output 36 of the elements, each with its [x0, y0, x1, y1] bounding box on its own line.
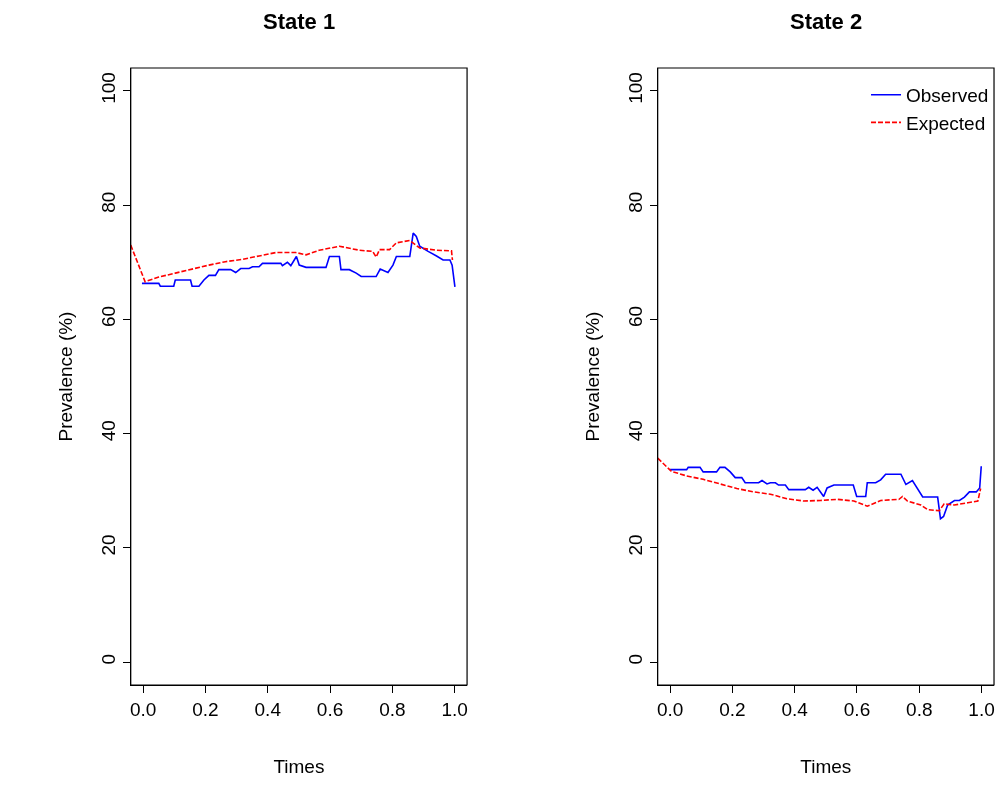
x-tick-label: 0.8	[379, 698, 406, 720]
x-tick-label: 1.0	[968, 698, 995, 720]
y-tick-label: 20	[98, 534, 120, 556]
y-tick-label: 40	[624, 420, 646, 442]
x-tick-label: 0.2	[192, 698, 219, 720]
y-tick-label: 100	[624, 72, 646, 104]
x-tick-label: 0.0	[656, 698, 684, 720]
x-tick-label: 0.2	[719, 698, 746, 720]
y-tick-label: 0	[624, 654, 646, 665]
y-axis-title: Prevalence (%)	[54, 311, 76, 442]
x-tick-label: 0.0	[129, 698, 157, 720]
y-axis-title: Prevalence (%)	[581, 311, 603, 442]
y-tick-label: 0	[98, 654, 120, 665]
x-axis-title: Times	[273, 755, 325, 777]
y-tick-label: 60	[624, 305, 646, 328]
line-series	[669, 465, 983, 520]
line-series	[657, 457, 982, 512]
y-tick-label: 80	[98, 191, 120, 213]
x-tick-label: 0.4	[254, 698, 282, 720]
y-tick-label: 60	[98, 305, 120, 328]
chart-title: State 2	[790, 9, 863, 34]
x-axis-title: Times	[800, 755, 852, 777]
x-tick-label: 0.6	[843, 698, 871, 720]
y-tick-label: 80	[624, 191, 646, 213]
line-series	[141, 232, 456, 288]
legend-label: Expected	[906, 112, 986, 134]
x-tick-label: 0.6	[316, 698, 344, 720]
y-tick-label: 20	[624, 534, 646, 556]
line-series	[130, 239, 454, 283]
legend-label: Observed	[906, 85, 989, 107]
x-tick-label: 0.8	[906, 698, 933, 720]
x-tick-label: 1.0	[441, 698, 468, 720]
y-tick-label: 40	[98, 420, 120, 442]
chart-title: State 1	[263, 9, 336, 34]
x-tick-label: 0.4	[781, 698, 809, 720]
y-tick-label: 100	[98, 72, 120, 104]
